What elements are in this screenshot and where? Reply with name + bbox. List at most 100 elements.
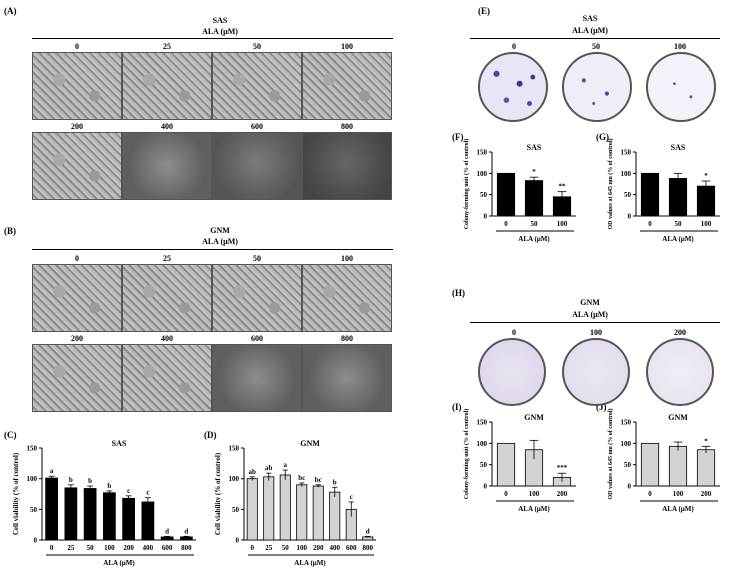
colony-plate-e-100 bbox=[646, 52, 716, 122]
chart-g-ytick-label-2: 100 bbox=[621, 170, 632, 178]
chart-d-sig-4: bc bbox=[315, 476, 322, 484]
chart-j-ytick-label-2: 100 bbox=[621, 440, 632, 448]
chart-c-xtick-label-3: 100 bbox=[104, 544, 115, 552]
chart-c-xtick-label-6: 600 bbox=[162, 544, 173, 552]
micrograph-b-0 bbox=[32, 264, 122, 332]
micrograph-a-100 bbox=[302, 52, 392, 120]
chart-c-ytick-label-3: 150 bbox=[27, 445, 38, 453]
micro-a-label-4: 200 bbox=[71, 122, 83, 131]
chart-c: SAS 0 50 100 150 Cell viability (% of control… bbox=[12, 439, 196, 567]
chart-d-bar-5 bbox=[329, 491, 341, 541]
panel-label-f: (F) bbox=[452, 132, 464, 142]
chart-d-xtick-label-7: 800 bbox=[363, 544, 374, 552]
chart-d: GNM 0 50 100 150 Cell viability (% of control… bbox=[214, 439, 376, 567]
colony-h-rule bbox=[470, 322, 720, 323]
chart-g-bar-1 bbox=[668, 178, 688, 217]
chart-c-bar-3 bbox=[103, 492, 116, 541]
panel-label-e: (E) bbox=[478, 6, 490, 16]
chart-g-xtick-label-1: 50 bbox=[675, 220, 683, 228]
micro-a-label-1: 25 bbox=[163, 42, 171, 51]
chart-j-ytick-label-3: 150 bbox=[621, 419, 632, 427]
chart-c-sig-1: b bbox=[69, 476, 73, 484]
chart-c-ytick-label-1: 50 bbox=[30, 506, 38, 514]
chart-c-bar-4 bbox=[122, 497, 135, 541]
chart-c-ytick-label-2: 100 bbox=[27, 475, 38, 483]
colony-plate-e-0 bbox=[478, 52, 548, 122]
micro-a-label-5: 400 bbox=[161, 122, 173, 131]
chart-c-sig-2: b bbox=[88, 477, 92, 485]
chart-g-ytick-label-3: 150 bbox=[621, 149, 632, 157]
chart-f-xtick-label-0: 0 bbox=[504, 220, 508, 228]
chart-j-title: GNM bbox=[668, 413, 688, 422]
colony-plate-h-100 bbox=[562, 338, 630, 406]
chart-f-bar-0 bbox=[496, 172, 516, 217]
chart-d-xtick-label-3: 100 bbox=[297, 544, 308, 552]
chart-f-ytick-label-3: 150 bbox=[477, 149, 488, 157]
chart-j-bar-2 bbox=[696, 449, 716, 487]
colony-h-label-1: 100 bbox=[590, 328, 602, 337]
panel-label-c: (C) bbox=[4, 430, 17, 440]
panel-label-a: (A) bbox=[4, 6, 17, 16]
chart-f-ylabel: Colony-forming unit (% of control) bbox=[463, 139, 470, 230]
chart-f-ytick-label-2: 100 bbox=[477, 170, 488, 178]
chart-g: SAS 0 50 100 150 OD values at 645 nm (% of co… bbox=[607, 138, 720, 243]
chart-c-ytick-label-0: 0 bbox=[34, 537, 38, 545]
micro-a-label-7: 800 bbox=[341, 122, 353, 131]
chart-c-xtick-label-4: 200 bbox=[123, 544, 134, 552]
chart-g-bar-0 bbox=[640, 172, 660, 217]
chart-i-bar-0 bbox=[496, 442, 516, 487]
micrograph-a-800 bbox=[302, 132, 392, 200]
chart-g-xtick-label-0: 0 bbox=[648, 220, 652, 228]
chart-d-xtick-label-0: 0 bbox=[251, 544, 255, 552]
colony-plate-h-200 bbox=[646, 338, 714, 406]
chart-d-xtick-label-1: 25 bbox=[265, 544, 273, 552]
chart-f-ytick-label-0: 0 bbox=[484, 213, 488, 221]
chart-j-sig-2: * bbox=[704, 437, 708, 445]
micro-b-label-4: 200 bbox=[71, 334, 83, 343]
chart-c-sig-3: b bbox=[107, 482, 111, 490]
chart-j-bar-0 bbox=[640, 442, 660, 487]
chart-d-xtick-label-5: 400 bbox=[330, 544, 341, 552]
micro-b-label-2: 50 bbox=[253, 254, 261, 263]
chart-c-ylabel: Cell viability (% of control) bbox=[12, 452, 20, 535]
chart-d-title: GNM bbox=[300, 439, 320, 448]
chart-d-ytick-label-2: 100 bbox=[229, 475, 240, 483]
chart-i-ytick-label-2: 100 bbox=[477, 440, 488, 448]
micro-b-label-5: 400 bbox=[161, 334, 173, 343]
chart-c-bar-1 bbox=[64, 487, 78, 541]
chart-j-bar-1 bbox=[668, 445, 688, 487]
colony-h-label-2: 200 bbox=[674, 328, 686, 337]
chart-f-title: SAS bbox=[527, 143, 542, 152]
chart-i-ylabel: Colony-forming unit (% of control) bbox=[463, 409, 470, 500]
chart-i-xtick-label-0: 0 bbox=[504, 490, 508, 498]
chart-d-sig-3: bc bbox=[298, 474, 305, 482]
micro-b-title: GNM bbox=[210, 226, 230, 235]
chart-c-xlabel: ALA (μM) bbox=[103, 559, 135, 567]
chart-g-title: SAS bbox=[671, 143, 686, 152]
chart-j-ytick-label-1: 50 bbox=[624, 461, 632, 469]
chart-j-ylabel: OD values at 645 nm (% of control) bbox=[607, 408, 614, 499]
chart-c-sig-5: c bbox=[146, 489, 149, 497]
chart-f-xlabel: ALA (μM) bbox=[518, 235, 550, 243]
chart-c-sig-7: d bbox=[184, 527, 188, 535]
chart-c-xtick-label-1: 25 bbox=[67, 544, 75, 552]
micrograph-a-25 bbox=[122, 52, 212, 120]
chart-i-title: GNM bbox=[524, 413, 544, 422]
panel-label-j: (J) bbox=[596, 402, 607, 412]
micro-a-label-6: 600 bbox=[251, 122, 263, 131]
micro-b-label-7: 800 bbox=[341, 334, 353, 343]
chart-d-bar-4 bbox=[312, 485, 324, 541]
chart-c-bar-0 bbox=[45, 477, 58, 541]
colony-e-label-1: 50 bbox=[592, 42, 600, 51]
micrograph-b-200 bbox=[32, 344, 122, 412]
colony-plate-e-50 bbox=[562, 52, 632, 122]
chart-d-bar-0 bbox=[246, 478, 258, 541]
micrograph-b-600 bbox=[212, 344, 302, 412]
chart-d-sig-6: c bbox=[350, 493, 353, 501]
panel-label-h: (H) bbox=[452, 288, 465, 298]
chart-i-xtick-label-1: 100 bbox=[529, 490, 540, 498]
chart-g-sig-2: * bbox=[704, 172, 708, 180]
chart-f-bar-1 bbox=[524, 180, 544, 217]
chart-d-sig-1: ab bbox=[265, 464, 273, 472]
